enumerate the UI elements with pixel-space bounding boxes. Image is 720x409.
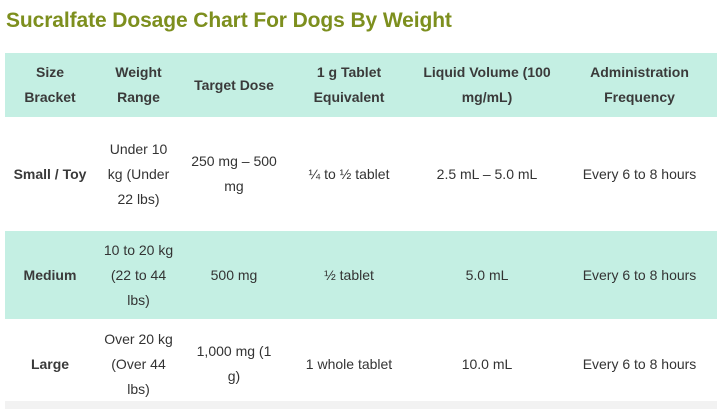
- cell-weight-range: 10 to 20 kg (22 to 44 lbs): [103, 241, 174, 308]
- cell-target-dose: 500 mg: [210, 266, 258, 283]
- cell-size-bracket: Medium: [23, 266, 77, 283]
- header-weight-range: Weight Range: [115, 64, 162, 105]
- cell-frequency: Every 6 to 8 hours: [582, 355, 697, 372]
- table-row: Small / Toy Under 10 kg (Under 22 lbs) 2…: [5, 117, 717, 231]
- header-size-bracket: Size Bracket: [24, 64, 76, 105]
- next-row-edge: [5, 401, 717, 409]
- cell-frequency: Every 6 to 8 hours: [582, 266, 697, 283]
- cell-weight-range: Over 20 kg (Over 44 lbs): [104, 330, 173, 397]
- cell-liquid-volume: 2.5 mL – 5.0 mL: [436, 165, 538, 182]
- header-liquid-volume: Liquid Volume (100 mg/mL): [423, 64, 551, 105]
- dosage-table: Size Bracket Weight Range Target Dose 1 …: [5, 53, 717, 409]
- cell-target-dose: 250 mg – 500 mg: [191, 153, 277, 194]
- cell-liquid-volume: 10.0 mL: [461, 355, 513, 372]
- header-frequency: Administration Frequency: [590, 64, 689, 105]
- cell-frequency: Every 6 to 8 hours: [582, 165, 697, 182]
- page-title: Sucralfate Dosage Chart For Dogs By Weig…: [6, 9, 452, 32]
- cell-size-bracket: Small / Toy: [13, 165, 87, 182]
- cell-tablet-equivalent: 1 whole tablet: [305, 355, 393, 372]
- cell-tablet-equivalent: ¼ to ½ tablet: [308, 165, 390, 182]
- cell-tablet-equivalent: ½ tablet: [324, 266, 374, 283]
- header-target-dose: Target Dose: [194, 76, 274, 93]
- table-row: Medium 10 to 20 kg (22 to 44 lbs) 500 mg…: [5, 231, 717, 319]
- cell-weight-range: Under 10 kg (Under 22 lbs): [107, 140, 170, 207]
- table-row: Large Over 20 kg (Over 44 lbs) 1,000 mg …: [5, 319, 717, 409]
- cell-liquid-volume: 5.0 mL: [465, 266, 509, 283]
- cell-target-dose: 1,000 mg (1 g): [196, 343, 272, 384]
- cell-size-bracket: Large: [30, 355, 70, 372]
- header-tablet-equivalent: 1 g Tablet Equivalent: [313, 64, 385, 105]
- table-header-row: Size Bracket Weight Range Target Dose 1 …: [5, 53, 717, 117]
